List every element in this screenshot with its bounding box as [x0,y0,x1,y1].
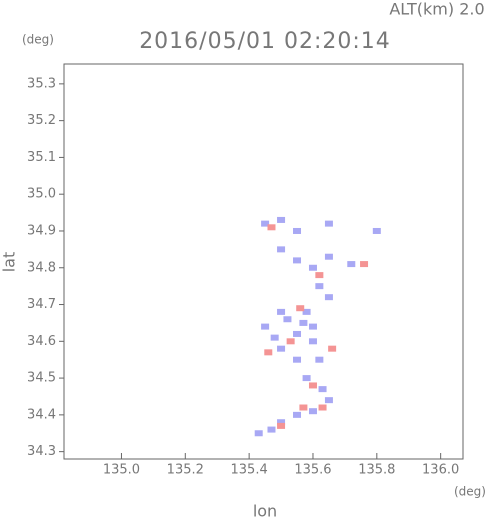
y-tick-label: 34.7 [27,297,56,312]
data-point [315,272,324,279]
plot-frame [63,63,464,460]
data-point [299,404,308,411]
data-point [277,345,286,352]
data-point [267,224,276,231]
data-point [324,253,333,260]
data-point [315,283,324,290]
data-point [261,323,270,330]
x-tick-label: 135.4 [231,463,268,478]
data-point [296,305,305,312]
y-tick-label: 34.3 [27,444,56,459]
data-point [324,397,333,404]
y-tick-label: 34.5 [27,371,56,386]
data-point [293,356,302,363]
data-point [277,246,286,253]
data-point [308,408,317,415]
data-point [264,349,273,356]
y-tick-label: 35.1 [27,150,56,165]
x-tick-label: 135.8 [358,463,395,478]
y-tick-label: 35.0 [27,187,56,202]
data-point [277,308,286,315]
data-point [267,426,276,433]
data-point [308,382,317,389]
x-tick-label: 136.0 [422,463,459,478]
data-point [324,220,333,227]
data-point [328,345,337,352]
subtitle: ALT(km) 2.0 [389,0,484,19]
data-point [261,220,270,227]
data-point [315,356,324,363]
x-unit: (deg) [454,485,486,499]
data-point [318,404,327,411]
data-point [299,319,308,326]
y-tick-label: 34.4 [27,407,56,422]
y-tick-label: 34.9 [27,223,56,238]
data-point [293,330,302,337]
data-point [293,411,302,418]
data-point [277,419,286,426]
data-point [270,334,279,341]
y-tick-label: 35.3 [27,76,56,91]
data-point [308,338,317,345]
data-point [302,375,311,382]
data-point [372,227,381,234]
data-point [360,261,369,268]
data-point [302,308,311,315]
data-point [293,257,302,264]
data-point [277,422,286,429]
data-point [318,386,327,393]
data-point [254,430,263,437]
chart-title: 2016/05/01 02:20:14 [139,29,391,54]
data-point [286,338,295,345]
x-label: lon [253,502,277,521]
x-tick-label: 135.6 [294,463,331,478]
y-tick-label: 34.6 [27,334,56,349]
data-point [283,316,292,323]
data-point [347,261,356,268]
y-tick-label: 34.8 [27,260,56,275]
data-point [308,264,317,271]
y-tick-label: 35.2 [27,113,56,128]
y-label: lat [0,252,19,273]
data-point [324,294,333,301]
x-tick-label: 135.0 [103,463,140,478]
x-tick-label: 135.2 [167,463,204,478]
data-point [293,227,302,234]
y-unit: (deg) [22,33,54,47]
data-point [277,216,286,223]
data-point [308,323,317,330]
